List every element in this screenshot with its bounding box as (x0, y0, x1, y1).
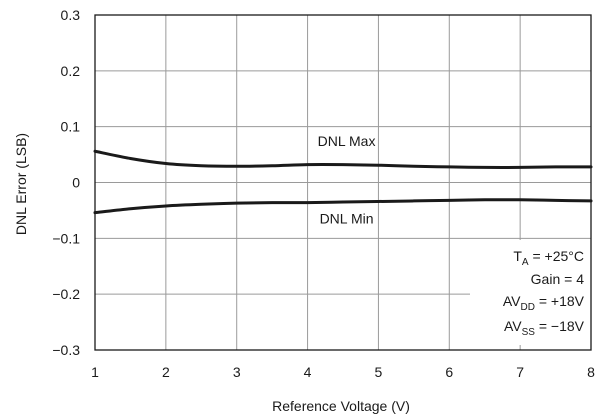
x-tick-label: 2 (162, 364, 170, 380)
x-axis-title: Reference Voltage (V) (272, 398, 410, 414)
x-tick-label: 3 (233, 364, 241, 380)
y-tick-label: 0 (72, 175, 80, 191)
series-group (93, 149, 593, 215)
y-tick-label: 0.1 (61, 119, 81, 135)
x-tick-label: 1 (91, 364, 99, 380)
x-tick-label: 7 (516, 364, 524, 380)
x-tick-label: 8 (587, 364, 595, 380)
x-tick-label: 4 (304, 364, 312, 380)
x-tick-labels: 1 2 3 4 5 6 7 8 (91, 364, 595, 380)
conditions-annotation: TA = +25°C Gain = 4 AVDD = +18V AVSS = −… (503, 248, 585, 338)
series-label-dnl-max: DNL Max (318, 133, 376, 149)
series-label-dnl-min: DNL Min (320, 210, 374, 226)
y-tick-labels: 0.3 0.2 0.1 0 −0.1 −0.2 −0.3 (52, 7, 80, 358)
series-labels: DNL Max DNL Min (318, 133, 376, 226)
series-line-dnl-max (93, 149, 593, 169)
x-tick-label: 5 (375, 364, 383, 380)
y-tick-label: −0.3 (52, 342, 80, 358)
series-line-dnl-min (93, 198, 593, 215)
conditions-box (470, 240, 591, 345)
plot-frame (94, 14, 592, 351)
grid-lines (95, 15, 591, 350)
y-axis-title: DNL Error (LSB) (13, 133, 29, 235)
y-tick-label: −0.2 (52, 286, 80, 302)
condition-avdd: AVDD = +18V (503, 293, 585, 313)
condition-gain: Gain = 4 (531, 271, 585, 287)
y-tick-label: 0.3 (61, 7, 81, 23)
y-tick-label: 0.2 (61, 63, 81, 79)
y-tick-label: −0.1 (52, 230, 80, 246)
condition-avss: AVSS = −18V (504, 318, 585, 338)
condition-ta: TA = +25°C (513, 248, 584, 268)
x-tick-label: 6 (445, 364, 453, 380)
